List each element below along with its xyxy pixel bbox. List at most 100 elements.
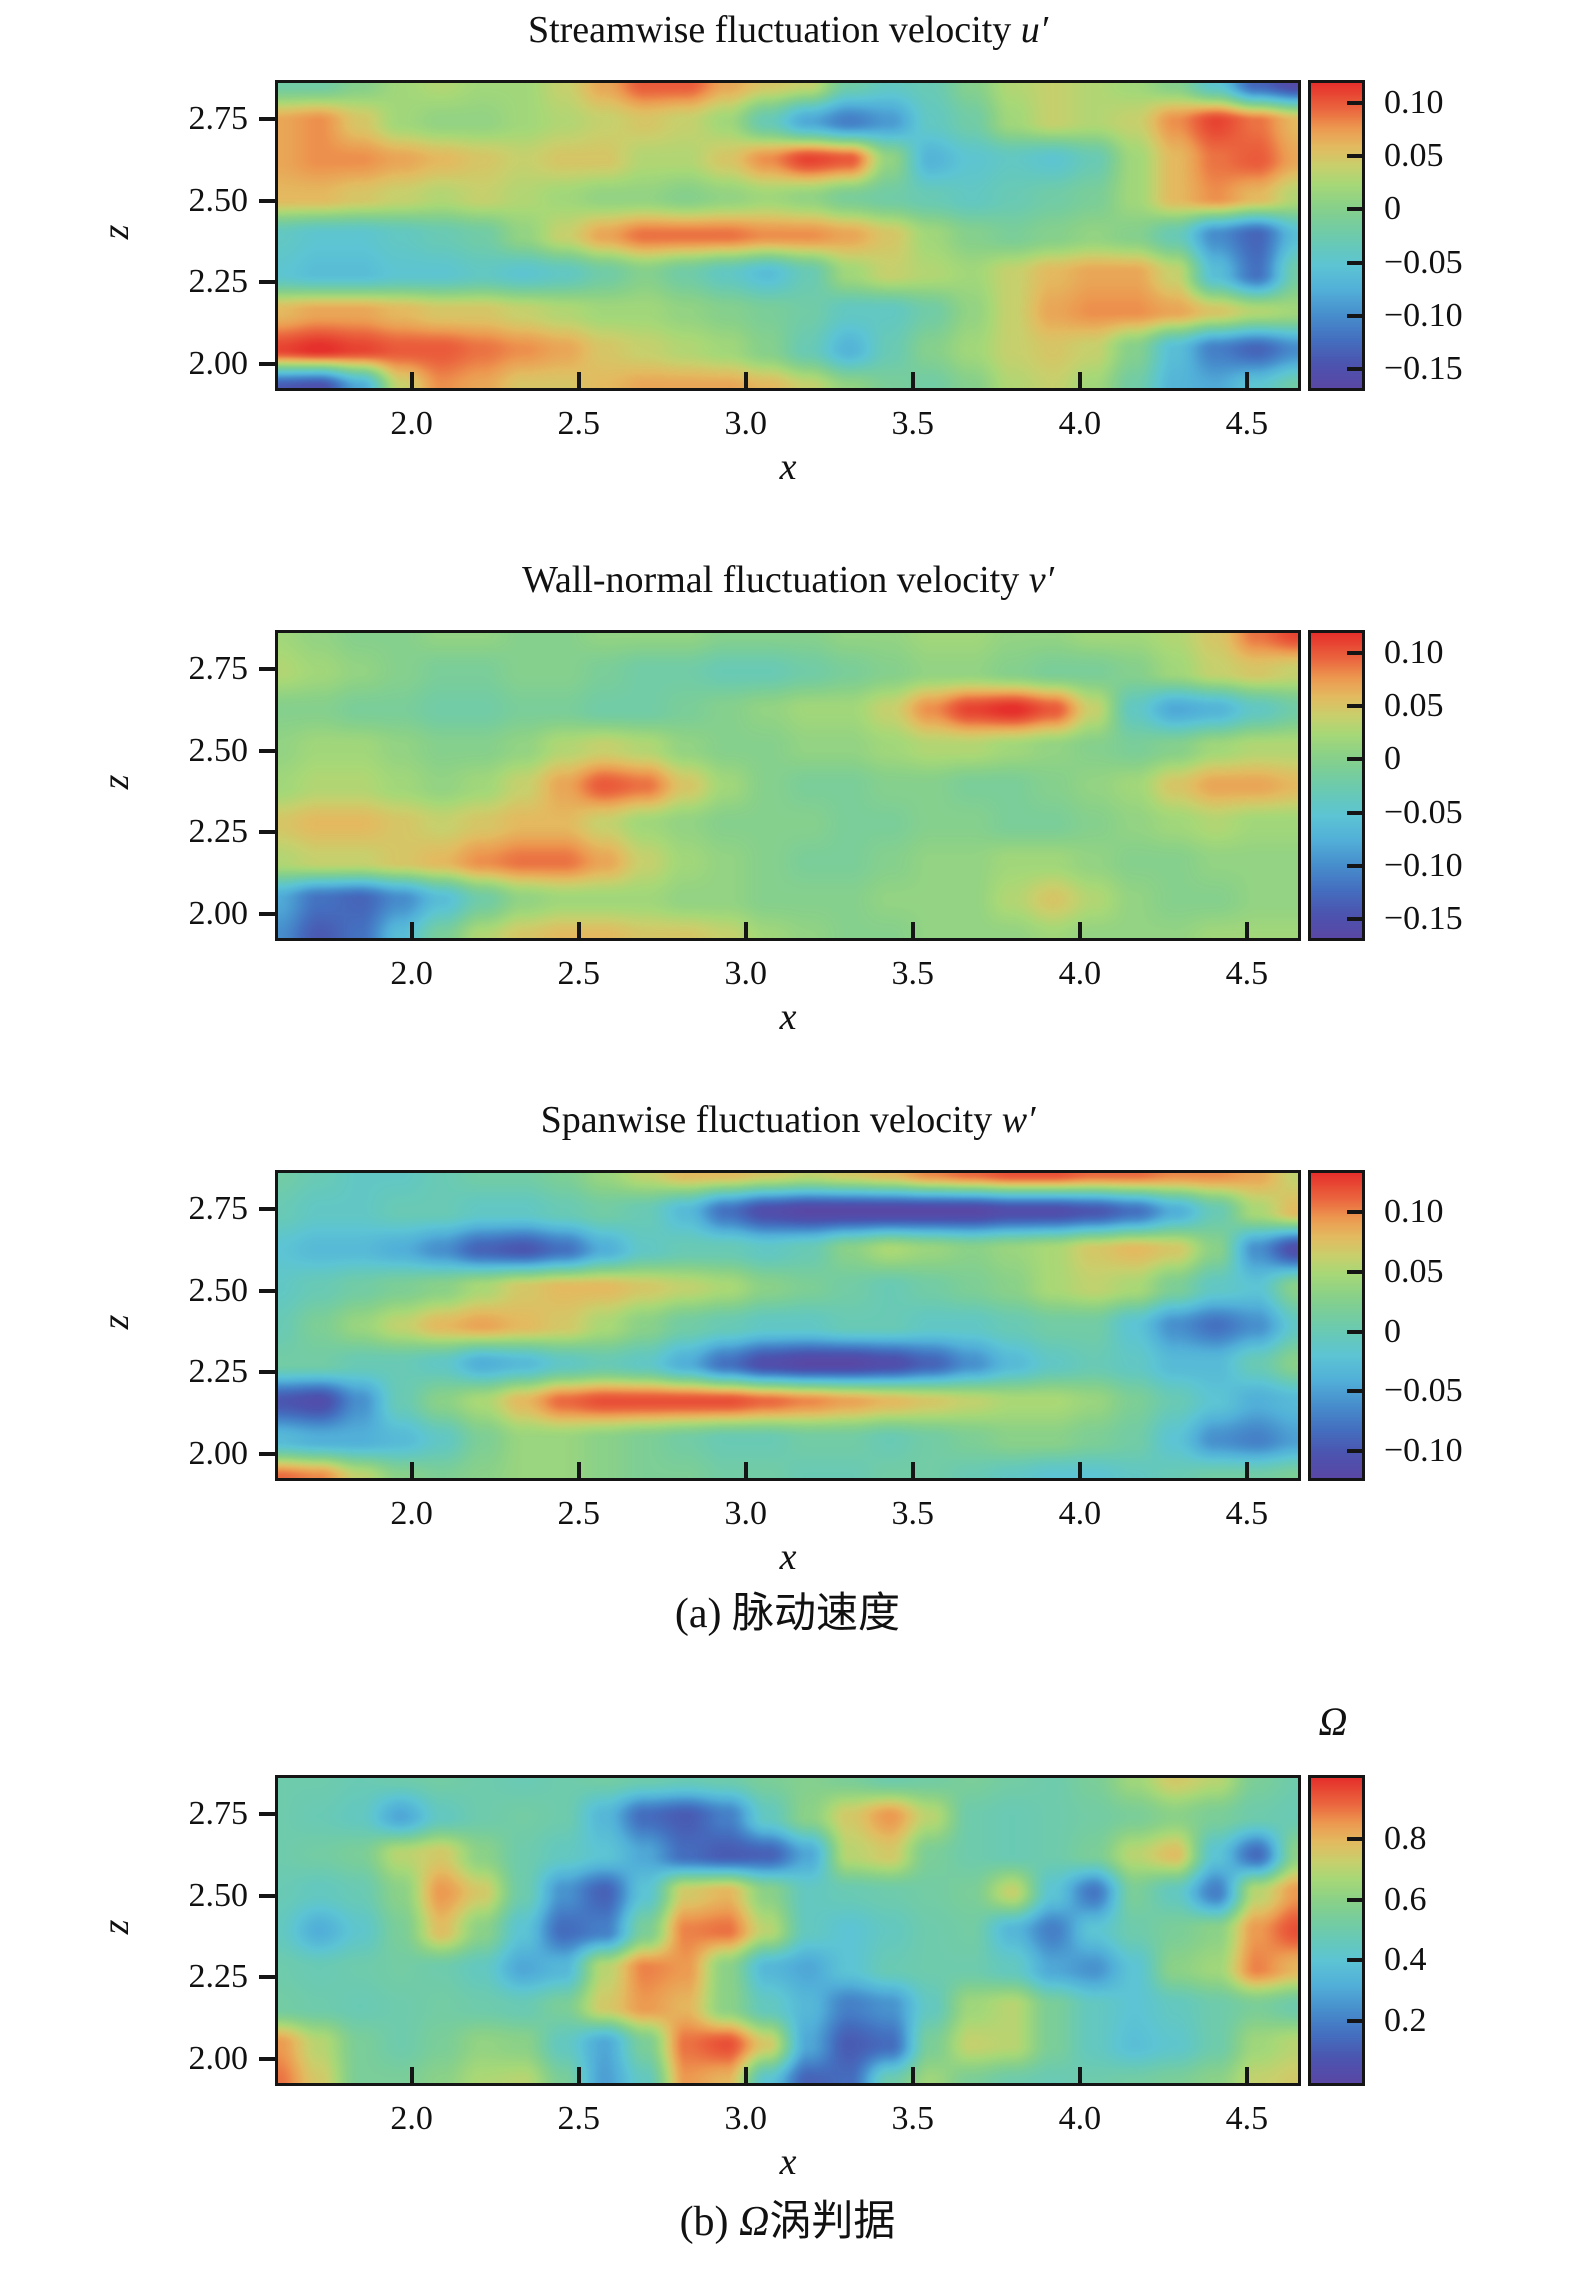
x-tick [1244, 1462, 1249, 1478]
x-tick-label: 2.0 [390, 405, 433, 442]
x-tick [576, 1462, 581, 1478]
colorbar-u-canvas [1311, 83, 1362, 388]
x-tick [743, 372, 748, 388]
z-tick-label: 2.50 [188, 181, 249, 219]
colorbar-omega-canvas [1311, 1778, 1362, 2083]
colorbar-tick [1347, 1389, 1362, 1394]
colorbar-u [1308, 80, 1365, 391]
caption-a: (a) 脉动速度 [0, 1588, 1575, 1640]
z-tick-label: 2.25 [188, 813, 249, 851]
x-tick [576, 372, 581, 388]
heatmap-w-plot-area [275, 1170, 1301, 1481]
colorbar-tick-label: 0.4 [1384, 1941, 1427, 1979]
colorbar-omega [1308, 1775, 1365, 2086]
z-tick-label: 2.25 [188, 263, 249, 301]
x-tick-label: 4.0 [1058, 955, 1102, 992]
x-tick [409, 922, 414, 938]
z-tick-label: 2.75 [188, 99, 249, 137]
colorbar-tick [1347, 651, 1362, 656]
x-tick-label: 3.5 [891, 1495, 935, 1532]
caption-b: (b) Ω涡判据 [0, 2196, 1575, 2248]
colorbar-tick-label: 0.05 [1384, 137, 1444, 175]
x-tick-label: 3.0 [724, 955, 767, 992]
colorbar-tick [1347, 916, 1362, 921]
panel-u-title-symbol: u′ [1020, 9, 1049, 51]
x-tick-label: 3.5 [891, 955, 935, 992]
x-axis-label-u: x [779, 446, 797, 488]
panel-v-title: Wall-normal fluctuation velocity v′ [275, 556, 1301, 604]
x-tick [1244, 372, 1249, 388]
x-tick-label: 4.0 [1058, 2100, 1102, 2137]
colorbar-tick [1347, 366, 1362, 371]
x-tick [1077, 372, 1082, 388]
z-tick-label: 2.00 [188, 345, 249, 383]
z-tick [259, 748, 275, 753]
x-tick-label: 2.0 [390, 1495, 433, 1532]
x-tick-label: 4.5 [1225, 955, 1269, 992]
colorbar-tick-label: 0.8 [1384, 1819, 1427, 1857]
z-tick-label: 2.00 [188, 1435, 249, 1473]
x-tick-label: 2.5 [557, 955, 600, 992]
colorbar-tick [1347, 1897, 1362, 1902]
x-tick-label: 4.5 [1225, 1495, 1269, 1532]
colorbar-tick-label: 0.05 [1384, 1252, 1444, 1290]
z-tick [259, 912, 275, 917]
colorbar-tick-label: 0 [1384, 740, 1401, 778]
z-tick [259, 2057, 275, 2062]
colorbar-tick [1347, 313, 1362, 318]
x-tick [743, 2067, 748, 2083]
colorbar-tick-label: 0.6 [1384, 1880, 1427, 1918]
z-tick-label: 2.50 [188, 1271, 249, 1309]
x-tick [910, 2067, 915, 2083]
colorbar-tick-label: −0.10 [1384, 1431, 1463, 1469]
heatmap-w-canvas [278, 1173, 1298, 1478]
heatmap-omega-plot-area [275, 1775, 1301, 2086]
x-tick-label: 3.5 [891, 405, 935, 442]
x-tick-label: 4.5 [1225, 405, 1269, 442]
heatmap-omega-canvas [278, 1778, 1298, 2083]
caption-a-text: 脉动速度 [732, 1591, 901, 1637]
x-tick [409, 372, 414, 388]
panel-u-title: Streamwise fluctuation velocity u′ [275, 6, 1301, 54]
colorbar-tick-label: 0.2 [1384, 2002, 1427, 2040]
x-tick-label: 2.0 [390, 955, 433, 992]
colorbar-v-canvas [1311, 633, 1362, 938]
colorbar-tick [1347, 704, 1362, 709]
colorbar-tick [1347, 1958, 1362, 1963]
colorbar-tick [1347, 1269, 1362, 1274]
x-tick-label: 3.5 [891, 2100, 935, 2137]
heatmap-u-canvas [278, 83, 1298, 388]
colorbar-tick [1347, 207, 1362, 212]
x-tick-label: 4.5 [1225, 2100, 1269, 2137]
z-tick [259, 1288, 275, 1293]
colorbar-tick-label: 0.10 [1384, 634, 1444, 672]
z-tick [259, 116, 275, 121]
z-tick [259, 1452, 275, 1457]
z-tick-label: 2.75 [188, 1189, 249, 1227]
x-tick [743, 1462, 748, 1478]
x-tick [576, 2067, 581, 2083]
caption-b-prefix: (b) [679, 2199, 740, 2245]
x-axis-label-w: x [779, 1536, 797, 1578]
x-tick [910, 372, 915, 388]
x-tick-label: 2.0 [390, 2100, 433, 2137]
panel-w-title-text: Spanwise fluctuation velocity [540, 1099, 1002, 1141]
z-tick [259, 362, 275, 367]
z-tick-label: 2.75 [188, 1794, 249, 1832]
colorbar-tick [1347, 863, 1362, 868]
x-tick [409, 1462, 414, 1478]
heatmap-v-plot-area [275, 630, 1301, 941]
colorbar-tick [1347, 101, 1362, 106]
colorbar-w-canvas [1311, 1173, 1362, 1478]
panel-w-title-symbol: w′ [1001, 1099, 1036, 1141]
colorbar-tick-label: −0.15 [1384, 899, 1463, 937]
colorbar-tick-label: 0 [1384, 190, 1401, 228]
x-tick-label: 3.0 [724, 1495, 767, 1532]
colorbar-tick-label: 0.05 [1384, 687, 1444, 725]
colorbar-tick [1347, 1836, 1362, 1841]
panel-v-title-symbol: v′ [1028, 559, 1054, 601]
x-tick [1244, 2067, 1249, 2083]
colorbar-tick-label: 0 [1384, 1312, 1401, 1350]
x-tick [1077, 922, 1082, 938]
